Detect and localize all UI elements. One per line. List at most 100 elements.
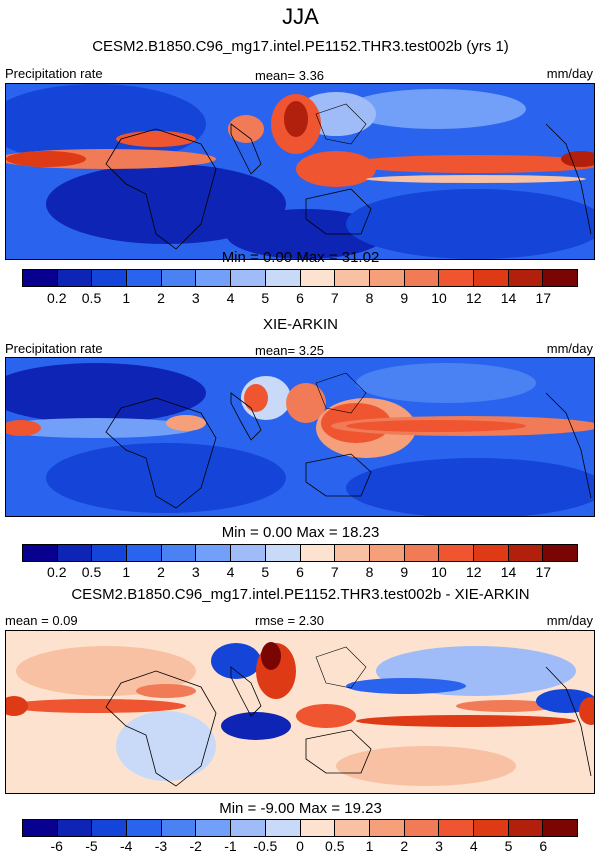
colorbar-box [23, 270, 58, 286]
panel1-minmax: Min = 0.00 Max = 31.02 [221, 249, 380, 266]
colorbar-box [161, 545, 197, 561]
colorbar-box [404, 270, 440, 286]
panel2-itcz [6, 418, 196, 438]
colorbar-box [231, 820, 266, 836]
panel2-coastline-asia [315, 372, 367, 414]
colorbar-box [335, 270, 370, 286]
panel3-region [336, 746, 516, 786]
colorbar-tick-label: 12 [465, 290, 482, 306]
colorbar-tick-label: -5 [85, 838, 98, 854]
panel3-bias [356, 715, 576, 727]
panel3-coastline-australia [305, 729, 372, 774]
panel3-bias [6, 699, 186, 713]
panel2-map [5, 357, 595, 517]
panel3-bias [221, 712, 291, 740]
colorbar-tick-label: 10 [431, 564, 447, 580]
colorbar-tick-label: 0.2 [47, 564, 67, 580]
colorbar-box [543, 545, 577, 561]
colorbar-tick-label: -6 [50, 838, 63, 854]
colorbar-box [127, 820, 162, 836]
panel3-colorbar [22, 819, 578, 837]
panel2-field [6, 358, 594, 516]
panel3-region [116, 711, 216, 781]
colorbar-tick-label: 1 [122, 564, 131, 580]
panel1-coastline-africa [105, 128, 217, 250]
colorbar-tick-label: 0.2 [47, 290, 67, 306]
panel3-bias [456, 700, 556, 712]
panel2-colorbar [22, 544, 578, 562]
panel2-colorbar-ticks: 0.2 0.5 1 2 3 4 5 6 7 8 9 10 12 14 17 [22, 564, 578, 582]
colorbar-box [231, 545, 266, 561]
colorbar-tick-label: -1 [224, 838, 237, 854]
colorbar-box [265, 270, 301, 286]
colorbar-box [508, 820, 544, 836]
colorbar-tick-label: 0.5 [325, 838, 345, 854]
colorbar-box [231, 270, 266, 286]
colorbar-box [196, 545, 232, 561]
panel2-title: XIE-ARKIN [262, 316, 338, 333]
colorbar-box [369, 820, 405, 836]
colorbar-box [473, 270, 509, 286]
colorbar-box [473, 545, 509, 561]
panel1-region [346, 189, 594, 259]
colorbar-tick-label: 2 [157, 290, 165, 306]
colorbar-tick-label: 5 [261, 564, 270, 580]
colorbar-tick-label: 0 [296, 838, 304, 854]
panel3-rmse-label: rmse = 2.30 [255, 613, 325, 628]
colorbar-box [196, 820, 232, 836]
colorbar-tick-label: 6 [296, 290, 304, 306]
panel1-monsoon [116, 131, 196, 147]
panel3-coastline-america [545, 666, 592, 777]
colorbar-tick-label: 4 [226, 290, 235, 306]
colorbar-box [92, 820, 128, 836]
panel3-bias [296, 704, 356, 728]
panel2-left-label: Precipitation rate [5, 341, 103, 356]
panel2-coastline-australia [305, 453, 372, 497]
colorbar-box [161, 270, 197, 286]
colorbar-tick-label: 0.5 [81, 564, 102, 580]
panel1-mean-label: mean= 3.36 [255, 68, 325, 83]
colorbar-tick-label: 8 [365, 290, 374, 306]
colorbar-box [23, 545, 58, 561]
panel1-coastline-india [230, 123, 262, 175]
colorbar-tick-label: 2 [157, 564, 165, 580]
colorbar-box [196, 270, 232, 286]
colorbar-tick-label: 3 [191, 290, 200, 306]
panel1-region [46, 164, 286, 244]
panel1-coastline-australia [305, 188, 372, 235]
colorbar-tick-label: -0.5 [253, 838, 278, 854]
panel2-itcz [6, 420, 41, 436]
panel1-warmpool [296, 151, 376, 187]
panel1-itcz [6, 151, 86, 167]
panel1-title: CESM2.B1850.C96_mg17.intel.PE1152.THR3.t… [92, 38, 509, 55]
colorbar-box [23, 820, 58, 836]
panel2-region [356, 363, 536, 403]
colorbar-box [543, 270, 577, 286]
colorbar-box [161, 820, 197, 836]
colorbar-box [57, 270, 93, 286]
colorbar-box [508, 545, 544, 561]
panel3-minmax: Min = -9.00 Max = 19.23 [219, 800, 382, 817]
colorbar-box [57, 545, 93, 561]
colorbar-tick-label: 1 [122, 290, 131, 306]
panel3-field [6, 631, 594, 793]
colorbar-box [300, 820, 336, 836]
colorbar-tick-label: 4 [226, 564, 235, 580]
panel1-field [6, 84, 594, 259]
colorbar-tick-label: 4 [469, 838, 478, 854]
colorbar-box [473, 820, 509, 836]
colorbar-box [300, 270, 336, 286]
panel3-coastline-africa [105, 670, 217, 787]
colorbar-tick-label: 6 [539, 838, 548, 854]
panel1-left-label: Precipitation rate [5, 66, 103, 81]
colorbar-box [300, 545, 336, 561]
panel3-bias [579, 697, 594, 725]
panel1-itcz [346, 155, 594, 173]
colorbar-box [92, 545, 128, 561]
colorbar-tick-label: 3 [191, 564, 200, 580]
panel1-region [346, 89, 526, 129]
colorbar-tick-label: 5 [261, 290, 270, 306]
colorbar-tick-label: -4 [120, 838, 133, 854]
panel2-monsoon [244, 384, 268, 412]
panel2-itcz [166, 415, 206, 431]
